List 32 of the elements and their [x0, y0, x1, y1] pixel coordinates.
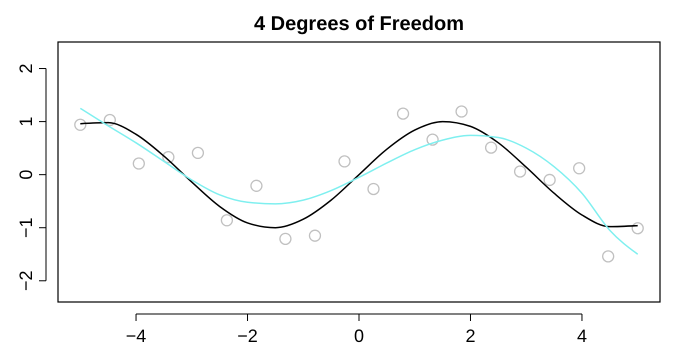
y-tick-label: −2 — [16, 270, 36, 292]
point — [192, 146, 204, 160]
line-series — [80, 108, 638, 255]
point — [426, 133, 439, 146]
y-tick-label: −1 — [16, 217, 36, 238]
point — [338, 155, 351, 168]
point — [279, 232, 292, 246]
point — [484, 141, 498, 154]
point — [74, 118, 86, 131]
point — [455, 105, 468, 118]
x-tick-label: 4 — [576, 326, 587, 346]
y-tick-label: 2 — [16, 64, 36, 74]
point — [543, 174, 556, 186]
point — [250, 180, 263, 192]
point — [632, 222, 644, 234]
x-tick-label: −4 — [126, 326, 146, 346]
point — [367, 182, 380, 196]
point — [602, 250, 614, 263]
point — [308, 230, 322, 242]
point — [220, 214, 234, 226]
y-tick-label: 1 — [16, 116, 36, 127]
x-tick-label: −2 — [237, 326, 258, 346]
x-tick-label: 2 — [465, 326, 476, 346]
y-tick-label: 0 — [16, 170, 36, 180]
x-tick-label: 0 — [354, 326, 364, 346]
point — [162, 150, 175, 164]
point — [104, 114, 116, 126]
point — [573, 162, 586, 174]
chart-title: 4 Degrees of Freedom — [254, 13, 464, 35]
point — [514, 165, 526, 178]
point — [396, 107, 410, 120]
point — [132, 157, 145, 170]
